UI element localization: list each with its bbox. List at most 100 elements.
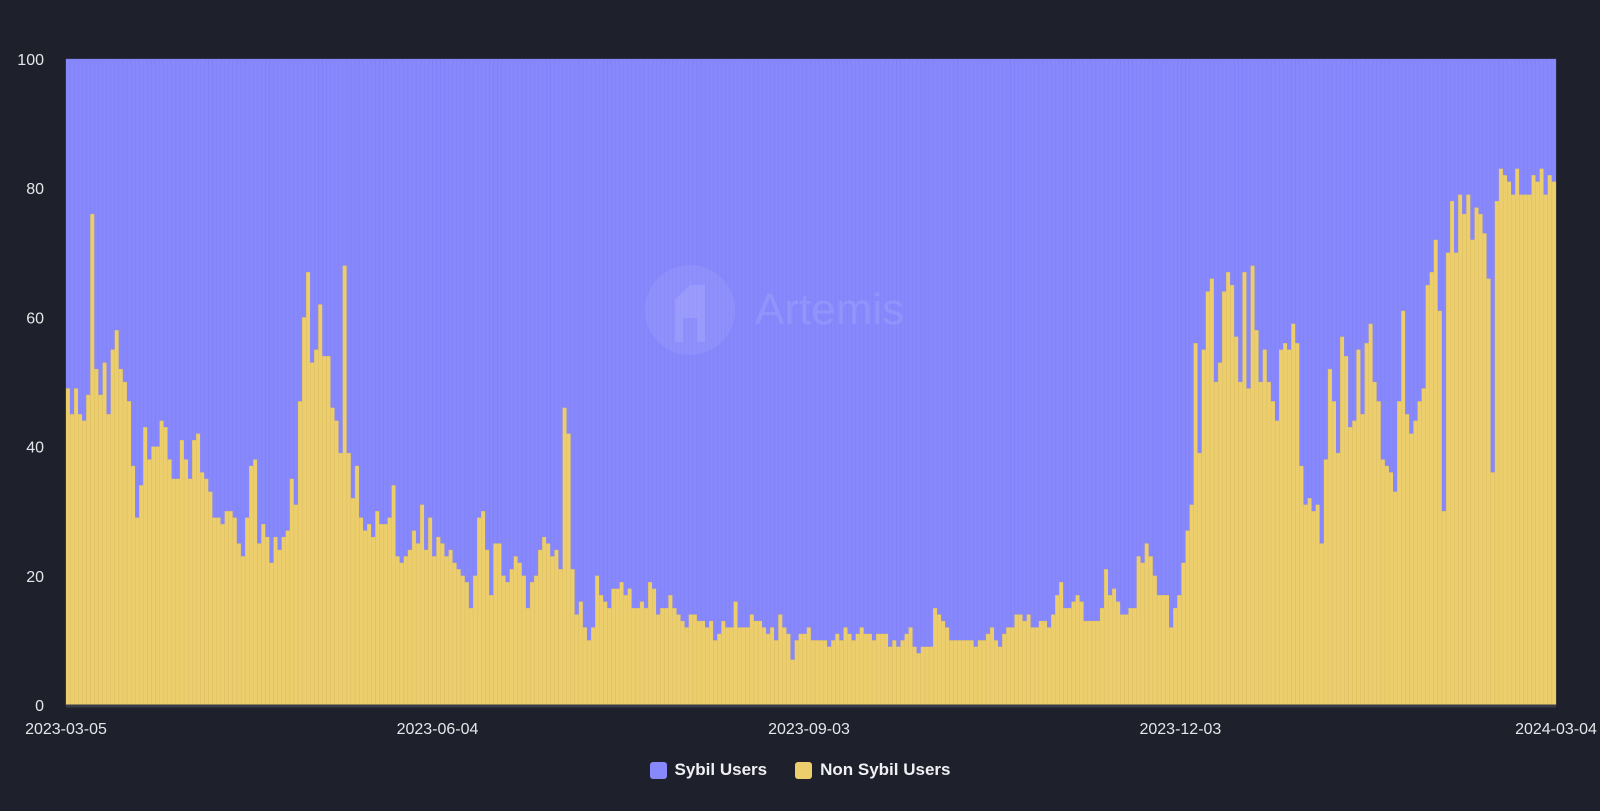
bar-sybil[interactable] — [395, 58, 400, 557]
bar-non-sybil[interactable] — [297, 401, 303, 706]
bar-non-sybil[interactable] — [452, 562, 457, 706]
bar-non-sybil[interactable] — [550, 556, 555, 706]
bar-non-sybil[interactable] — [1177, 595, 1182, 706]
bar-non-sybil[interactable] — [118, 368, 124, 706]
bar-sybil[interactable] — [595, 58, 600, 576]
bar-sybil[interactable] — [346, 58, 352, 454]
bar-non-sybil[interactable] — [403, 556, 409, 706]
bar-non-sybil[interactable] — [171, 478, 177, 706]
bar-sybil[interactable] — [126, 58, 132, 402]
bar-non-sybil[interactable] — [1087, 620, 1093, 706]
bar-non-sybil[interactable] — [1169, 627, 1174, 706]
bar-non-sybil[interactable] — [875, 633, 881, 706]
bar-sybil[interactable] — [725, 58, 730, 628]
bar-non-sybil[interactable] — [220, 523, 225, 706]
bar-sybil[interactable] — [1201, 58, 1207, 350]
bar-non-sybil[interactable] — [1348, 427, 1353, 706]
bar-sybil[interactable] — [554, 58, 559, 551]
bar-non-sybil[interactable] — [78, 414, 83, 706]
bar-non-sybil[interactable] — [1156, 595, 1162, 706]
bar-sybil[interactable] — [578, 58, 584, 602]
bar-sybil[interactable] — [102, 58, 107, 363]
bar-non-sybil[interactable] — [1356, 349, 1361, 706]
bar-non-sybil[interactable] — [147, 459, 152, 706]
bar-non-sybil[interactable] — [529, 582, 535, 706]
bar-non-sybil[interactable] — [330, 407, 335, 706]
bar-sybil[interactable] — [737, 58, 742, 628]
bar-non-sybil[interactable] — [1523, 194, 1528, 706]
bar-non-sybil[interactable] — [900, 640, 905, 706]
bar-non-sybil[interactable] — [1344, 356, 1349, 706]
bar-non-sybil[interactable] — [477, 517, 482, 706]
bar-sybil[interactable] — [643, 58, 649, 609]
bar-non-sybil[interactable] — [1299, 465, 1304, 706]
bar-non-sybil[interactable] — [261, 523, 266, 706]
bar-non-sybil[interactable] — [1067, 607, 1072, 706]
bar-non-sybil[interactable] — [1038, 620, 1044, 706]
bar-sybil[interactable] — [733, 58, 738, 602]
bar-sybil[interactable] — [875, 58, 881, 635]
bar-non-sybil[interactable] — [639, 601, 645, 706]
bar-non-sybil[interactable] — [314, 349, 319, 706]
bar-sybil[interactable] — [489, 58, 494, 596]
bar-sybil[interactable] — [1034, 58, 1040, 628]
bar-non-sybil[interactable] — [1173, 607, 1178, 706]
bar-sybil[interactable] — [1515, 58, 1520, 169]
bar-non-sybil[interactable] — [139, 485, 144, 706]
bar-sybil[interactable] — [965, 58, 970, 641]
bar-non-sybil[interactable] — [432, 556, 437, 706]
bar-non-sybil[interactable] — [603, 601, 608, 706]
bar-sybil[interactable] — [920, 58, 926, 648]
bar-sybil[interactable] — [139, 58, 144, 486]
bar-non-sybil[interactable] — [273, 536, 278, 706]
bar-sybil[interactable] — [770, 58, 775, 628]
bar-non-sybil[interactable] — [957, 640, 962, 706]
bar-non-sybil[interactable] — [1319, 543, 1325, 706]
bar-non-sybil[interactable] — [318, 304, 323, 706]
bar-sybil[interactable] — [631, 58, 637, 609]
bar-non-sybil[interactable] — [766, 633, 771, 706]
bar-non-sybil[interactable] — [1372, 381, 1378, 706]
bar-sybil[interactable] — [1099, 58, 1105, 609]
bar-non-sybil[interactable] — [98, 394, 103, 706]
bar-sybil[interactable] — [1388, 58, 1394, 473]
bar-non-sybil[interactable] — [1437, 310, 1443, 706]
bar-sybil[interactable] — [1543, 58, 1549, 195]
bar-non-sybil[interactable] — [924, 646, 930, 706]
bar-non-sybil[interactable] — [1014, 614, 1019, 706]
bar-sybil[interactable] — [493, 58, 498, 544]
bar-non-sybil[interactable] — [904, 633, 909, 706]
bar-sybil[interactable] — [1498, 58, 1504, 169]
bar-sybil[interactable] — [1051, 58, 1056, 615]
bar-sybil[interactable] — [1507, 58, 1512, 182]
bar-sybil[interactable] — [281, 58, 286, 538]
bar-non-sybil[interactable] — [1450, 200, 1455, 706]
bar-sybil[interactable] — [232, 58, 238, 518]
bar-sybil[interactable] — [1238, 58, 1243, 383]
bar-non-sybil[interactable] — [94, 368, 99, 706]
bar-sybil[interactable] — [509, 58, 514, 570]
bar-non-sybil[interactable] — [1124, 614, 1129, 706]
bar-sybil[interactable] — [1274, 58, 1280, 421]
bar-non-sybil[interactable] — [835, 633, 840, 706]
bar-non-sybil[interactable] — [1303, 504, 1308, 706]
bar-sybil[interactable] — [639, 58, 645, 602]
bar-non-sybil[interactable] — [240, 556, 246, 706]
bar-non-sybil[interactable] — [749, 614, 755, 706]
bar-sybil[interactable] — [859, 58, 865, 628]
bar-sybil[interactable] — [1445, 58, 1451, 253]
bar-non-sybil[interactable] — [86, 394, 91, 706]
bar-sybil[interactable] — [501, 58, 506, 576]
bar-sybil[interactable] — [558, 58, 563, 570]
bar-sybil[interactable] — [839, 58, 844, 641]
bar-non-sybil[interactable] — [863, 633, 869, 706]
bar-non-sybil[interactable] — [436, 536, 441, 706]
bar-sybil[interactable] — [1454, 58, 1459, 253]
bar-non-sybil[interactable] — [448, 549, 453, 706]
bar-non-sybil[interactable] — [1152, 575, 1158, 706]
bar-sybil[interactable] — [1295, 58, 1300, 344]
bar-non-sybil[interactable] — [342, 265, 348, 706]
bar-sybil[interactable] — [65, 58, 71, 389]
bar-sybil[interactable] — [1087, 58, 1093, 622]
bar-non-sybil[interactable] — [1010, 627, 1015, 706]
